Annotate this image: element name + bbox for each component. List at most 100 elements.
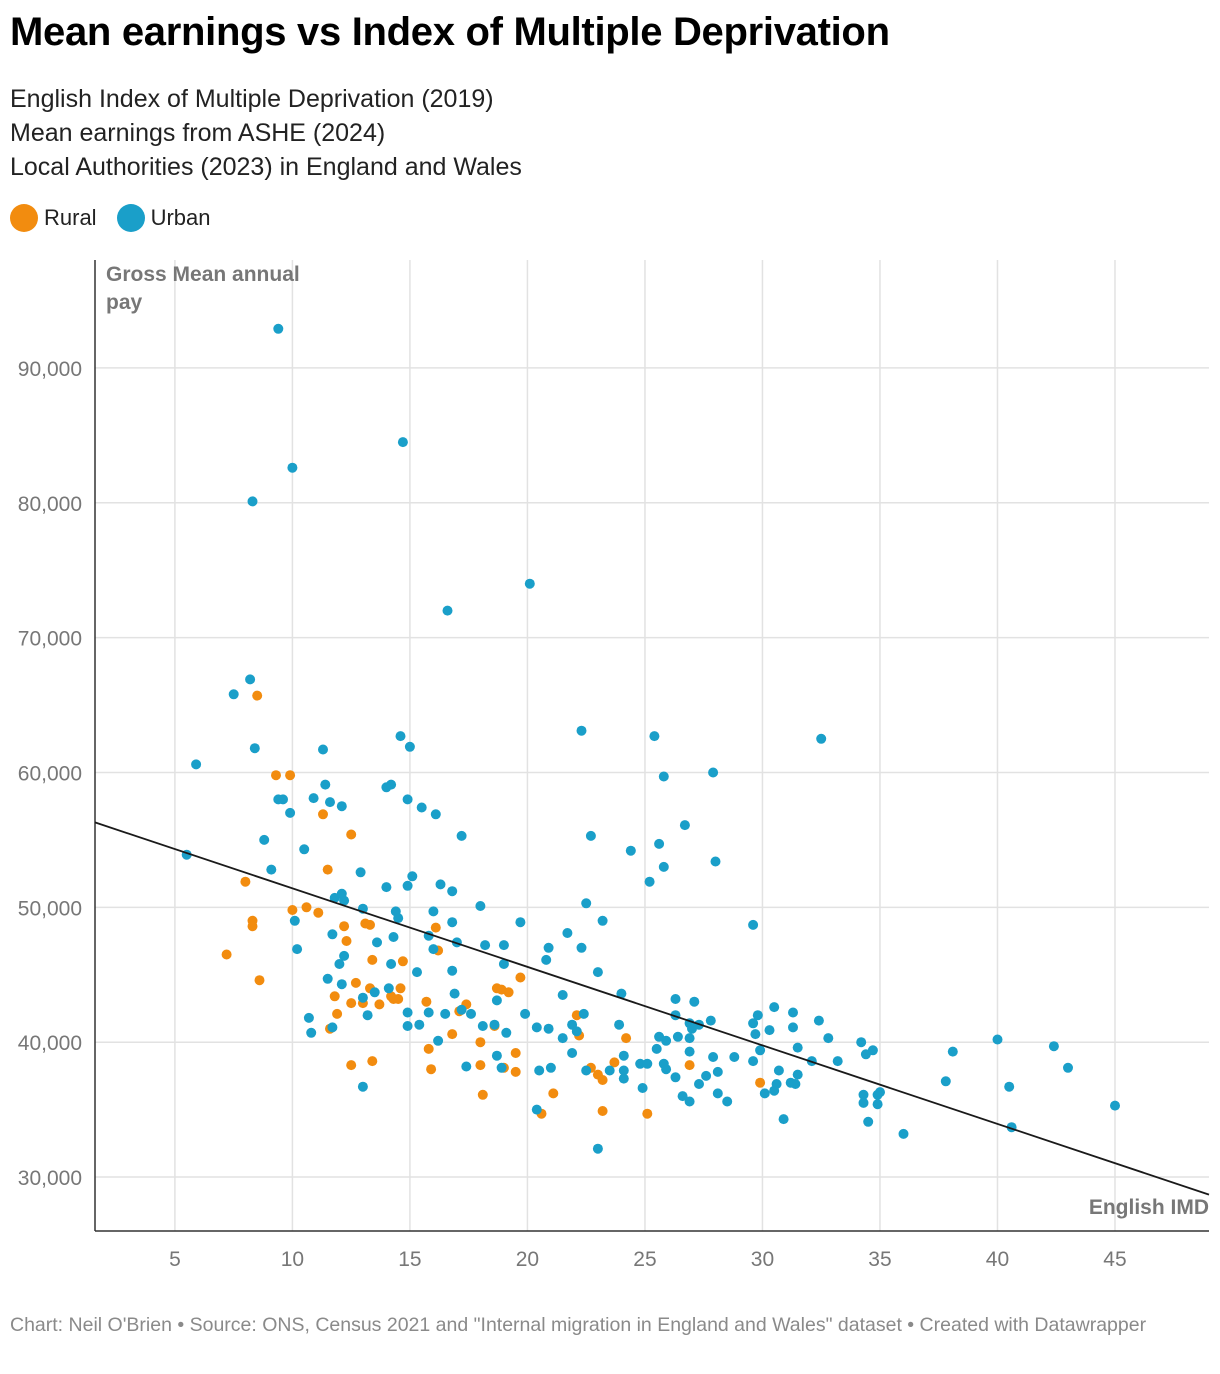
point-urban[interactable]	[792, 1069, 803, 1080]
point-rural[interactable]	[254, 975, 265, 986]
point-rural[interactable]	[515, 972, 526, 983]
point-urban[interactable]	[562, 928, 573, 938]
point-urban[interactable]	[397, 437, 408, 448]
point-urban[interactable]	[708, 767, 719, 778]
point-urban[interactable]	[788, 1007, 798, 1018]
point-urban[interactable]	[489, 1019, 500, 1030]
point-urban[interactable]	[813, 1015, 824, 1026]
point-urban[interactable]	[571, 1026, 582, 1037]
point-urban[interactable]	[327, 1022, 338, 1033]
point-rural[interactable]	[548, 1088, 559, 1099]
point-urban[interactable]	[480, 940, 491, 951]
point-rural[interactable]	[597, 1075, 608, 1085]
point-rural[interactable]	[755, 1077, 766, 1088]
point-urban[interactable]	[543, 1023, 554, 1034]
point-urban[interactable]	[684, 1096, 695, 1107]
point-urban[interactable]	[362, 1010, 373, 1021]
point-urban[interactable]	[661, 1035, 672, 1046]
point-urban[interactable]	[947, 1046, 958, 1057]
point-urban[interactable]	[278, 794, 288, 805]
point-rural[interactable]	[346, 998, 357, 1009]
point-rural[interactable]	[395, 983, 406, 994]
point-rural[interactable]	[313, 907, 324, 918]
point-urban[interactable]	[618, 1065, 629, 1076]
point-urban[interactable]	[773, 1065, 784, 1076]
point-urban[interactable]	[677, 1091, 688, 1102]
point-urban[interactable]	[778, 1114, 789, 1125]
point-urban[interactable]	[299, 844, 310, 855]
point-urban[interactable]	[712, 1088, 723, 1099]
point-rural[interactable]	[285, 770, 296, 781]
point-urban[interactable]	[386, 959, 397, 969]
point-urban[interactable]	[491, 995, 502, 1006]
point-rural[interactable]	[247, 921, 258, 932]
point-rural[interactable]	[301, 902, 312, 913]
point-urban[interactable]	[654, 838, 665, 849]
point-urban[interactable]	[336, 801, 347, 812]
point-urban[interactable]	[750, 1029, 761, 1040]
point-urban[interactable]	[308, 793, 319, 804]
point-urban[interactable]	[616, 988, 627, 999]
point-urban[interactable]	[790, 1079, 801, 1089]
point-urban[interactable]	[449, 988, 460, 999]
point-urban[interactable]	[369, 987, 380, 998]
point-urban[interactable]	[475, 901, 486, 911]
point-urban[interactable]	[557, 1033, 568, 1044]
point-urban[interactable]	[357, 992, 368, 1003]
point-rural[interactable]	[430, 922, 441, 933]
point-urban[interactable]	[336, 979, 347, 990]
point-urban[interactable]	[863, 1116, 874, 1127]
point-urban[interactable]	[249, 743, 260, 754]
point-rural[interactable]	[423, 1043, 434, 1054]
point-urban[interactable]	[581, 898, 592, 909]
point-urban[interactable]	[1110, 1100, 1120, 1111]
point-rural[interactable]	[240, 876, 251, 887]
point-urban[interactable]	[898, 1128, 909, 1139]
point-urban[interactable]	[592, 1143, 603, 1154]
point-urban[interactable]	[672, 1031, 683, 1042]
point-urban[interactable]	[456, 1004, 467, 1015]
point-urban[interactable]	[705, 1015, 716, 1026]
point-urban[interactable]	[597, 915, 608, 926]
point-urban[interactable]	[748, 1018, 759, 1029]
point-rural[interactable]	[374, 999, 385, 1010]
point-urban[interactable]	[393, 913, 404, 924]
point-urban[interactable]	[748, 1056, 759, 1067]
point-urban[interactable]	[694, 1079, 704, 1089]
point-urban[interactable]	[712, 1066, 723, 1077]
point-rural[interactable]	[287, 905, 298, 915]
point-urban[interactable]	[658, 771, 669, 782]
point-urban[interactable]	[339, 950, 350, 961]
legend-item-urban[interactable]: Urban	[116, 204, 211, 232]
point-urban[interactable]	[435, 879, 446, 890]
point-urban[interactable]	[545, 1062, 556, 1073]
point-urban[interactable]	[325, 797, 335, 808]
point-urban[interactable]	[858, 1089, 869, 1100]
point-urban[interactable]	[428, 944, 439, 955]
point-urban[interactable]	[792, 1042, 803, 1053]
point-urban[interactable]	[412, 967, 422, 978]
point-rural[interactable]	[367, 1056, 378, 1067]
point-rural[interactable]	[447, 1029, 458, 1040]
point-urban[interactable]	[531, 1104, 542, 1115]
point-urban[interactable]	[642, 1058, 653, 1069]
point-urban[interactable]	[414, 1019, 425, 1030]
point-urban[interactable]	[689, 996, 700, 1007]
point-urban[interactable]	[292, 944, 303, 955]
point-urban[interactable]	[524, 578, 535, 589]
point-urban[interactable]	[769, 1085, 780, 1096]
point-urban[interactable]	[832, 1056, 843, 1067]
point-urban[interactable]	[402, 794, 413, 805]
point-urban[interactable]	[491, 1050, 502, 1061]
point-urban[interactable]	[402, 1021, 413, 1031]
point-urban[interactable]	[541, 954, 552, 965]
point-urban[interactable]	[578, 1008, 589, 1019]
point-urban[interactable]	[644, 876, 655, 887]
point-urban[interactable]	[764, 1025, 775, 1036]
legend-item-rural[interactable]: Rural	[10, 204, 97, 232]
point-urban[interactable]	[992, 1034, 1003, 1045]
point-urban[interactable]	[625, 845, 636, 856]
point-urban[interactable]	[769, 1002, 780, 1013]
point-urban[interactable]	[289, 915, 300, 926]
point-urban[interactable]	[456, 830, 467, 841]
